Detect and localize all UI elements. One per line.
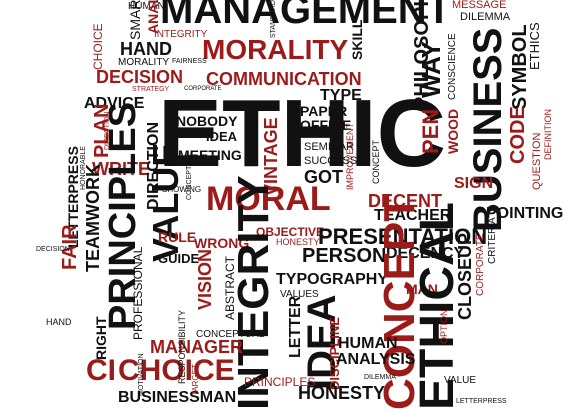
- word-choice: CHOICE: [118, 354, 235, 387]
- word-human: HUMAN: [128, 1, 165, 12]
- word-advice: ADVICE: [84, 95, 145, 112]
- word-nobody: NOBODY: [176, 113, 238, 129]
- word-skill: SKILL: [349, 19, 365, 60]
- word-direction-big: DIRECTION: [145, 122, 162, 210]
- word-criteria: CRITERIA: [487, 217, 498, 264]
- word-strategy: STRATEGY: [132, 86, 170, 93]
- word-letterpress-small: LETTERPRESS: [456, 398, 507, 405]
- word-definition: DEFINITION: [543, 109, 553, 160]
- word-smart: SMART: [127, 0, 143, 40]
- word-conceptual-small: CONCEPTUAL: [186, 152, 193, 200]
- word-management: MANAGEMENT: [160, 0, 452, 32]
- word-morality-small: MORALITY: [118, 57, 170, 68]
- word-meeting: MEETING: [178, 147, 242, 163]
- word-business: BUSINESS: [466, 27, 510, 233]
- word-human-big: HUMAN: [338, 335, 398, 352]
- word-values: VALUES: [280, 289, 319, 300]
- word-vision: VISION: [195, 248, 215, 310]
- word-conscience: CONSCIENCE: [447, 33, 458, 100]
- word-type: TYPE: [320, 87, 362, 104]
- word-write: WRITE: [92, 159, 150, 179]
- word-concept-small: CONCEPT: [371, 139, 381, 184]
- word-option: OPTION: [439, 309, 449, 344]
- word-office: OFFICE: [300, 117, 352, 133]
- word-ethics: ETHICS: [527, 22, 542, 70]
- word-seminar: SEMINAR: [304, 141, 355, 153]
- word-direction: DIRECTION: [104, 111, 111, 151]
- word-typography: TYPOGRAPHY: [276, 271, 389, 288]
- word-question: QUESTION: [531, 132, 543, 190]
- word-got: GOT: [304, 167, 343, 187]
- word-honesty: HONESTY: [298, 383, 386, 403]
- word-success: SUCCESS: [304, 155, 358, 167]
- word-objective: OBJECTIVE: [256, 225, 325, 239]
- word-person: PERSON: [302, 245, 387, 267]
- word-presentation: PRESENTATION: [318, 224, 488, 249]
- word-improvement: IMPROVEMENT: [345, 122, 355, 190]
- word-corporate: CORPORATE: [184, 86, 222, 92]
- word-moral: MORAL: [206, 180, 331, 218]
- word-c-left: CHOICE: [86, 356, 114, 386]
- word-idea-small: IDEA: [206, 129, 238, 144]
- word-integrity-small: INTEGRITY: [154, 29, 208, 40]
- word-honorable: HONORABLE: [80, 146, 87, 190]
- word-decision-small: DECISION: [36, 246, 70, 253]
- word-abstract: ABSTRACT: [223, 255, 237, 320]
- word-decency: DECENCY: [386, 245, 465, 262]
- word-code: CODE: [507, 106, 529, 164]
- word-standards: STANDARDS: [270, 0, 277, 38]
- word-target: TARGET: [191, 364, 200, 396]
- word-motivation: MOTIVATION: [138, 353, 145, 396]
- word-teacher: TEACHER: [374, 207, 452, 224]
- word-hand: HAND: [120, 39, 172, 59]
- word-analysis: ANALYSIS: [336, 351, 416, 368]
- word-sign: SIGN: [454, 175, 494, 192]
- word-wrong: WRONG: [194, 235, 250, 251]
- word-rule: RULE: [158, 229, 197, 245]
- word-pen: PEN: [418, 108, 443, 154]
- word-right: RIGHT: [93, 316, 109, 360]
- word-conceptual: CONCEPTUAL: [196, 329, 265, 340]
- word-showing: SHOWING: [162, 185, 202, 194]
- word-fairness: FAIRNESS: [172, 58, 207, 65]
- word-paper: PAPER: [300, 103, 348, 119]
- word-communication: COMMUNICATION: [206, 69, 362, 89]
- word-pointing: POINTING: [486, 205, 564, 222]
- word-professional: PROFESSIONAL: [131, 246, 145, 340]
- word-wood: WOOD: [445, 108, 461, 154]
- word-corporate-red: CORPORATE: [475, 233, 486, 296]
- word-responsibility: RESPONSIBILITY: [177, 309, 187, 384]
- word-ethic: ETHIC: [158, 80, 446, 187]
- word-message: MESSAGE: [452, 0, 507, 11]
- word-choice-small: CHOICE: [91, 23, 105, 70]
- word-manager: MANAGER: [150, 337, 243, 357]
- word-dilemma-small: DILEMMA: [364, 374, 396, 381]
- word-decision: DECISION: [96, 67, 184, 87]
- word-guide: GUIDE: [158, 251, 200, 266]
- word-honesty-small: HONESTY: [276, 237, 320, 247]
- word-hand-small: HAND: [46, 317, 72, 327]
- word-businessman: BUSINESSMAN: [118, 389, 237, 406]
- word-decent: DECENT: [368, 191, 443, 211]
- word-principles-small: PRINCIPLES: [244, 375, 316, 389]
- word-man: MAN: [406, 281, 438, 297]
- word-dilemma: DILEMMA: [460, 11, 511, 23]
- word-morality: MORALITY: [202, 34, 349, 65]
- word-value-small: VALUE: [444, 375, 477, 386]
